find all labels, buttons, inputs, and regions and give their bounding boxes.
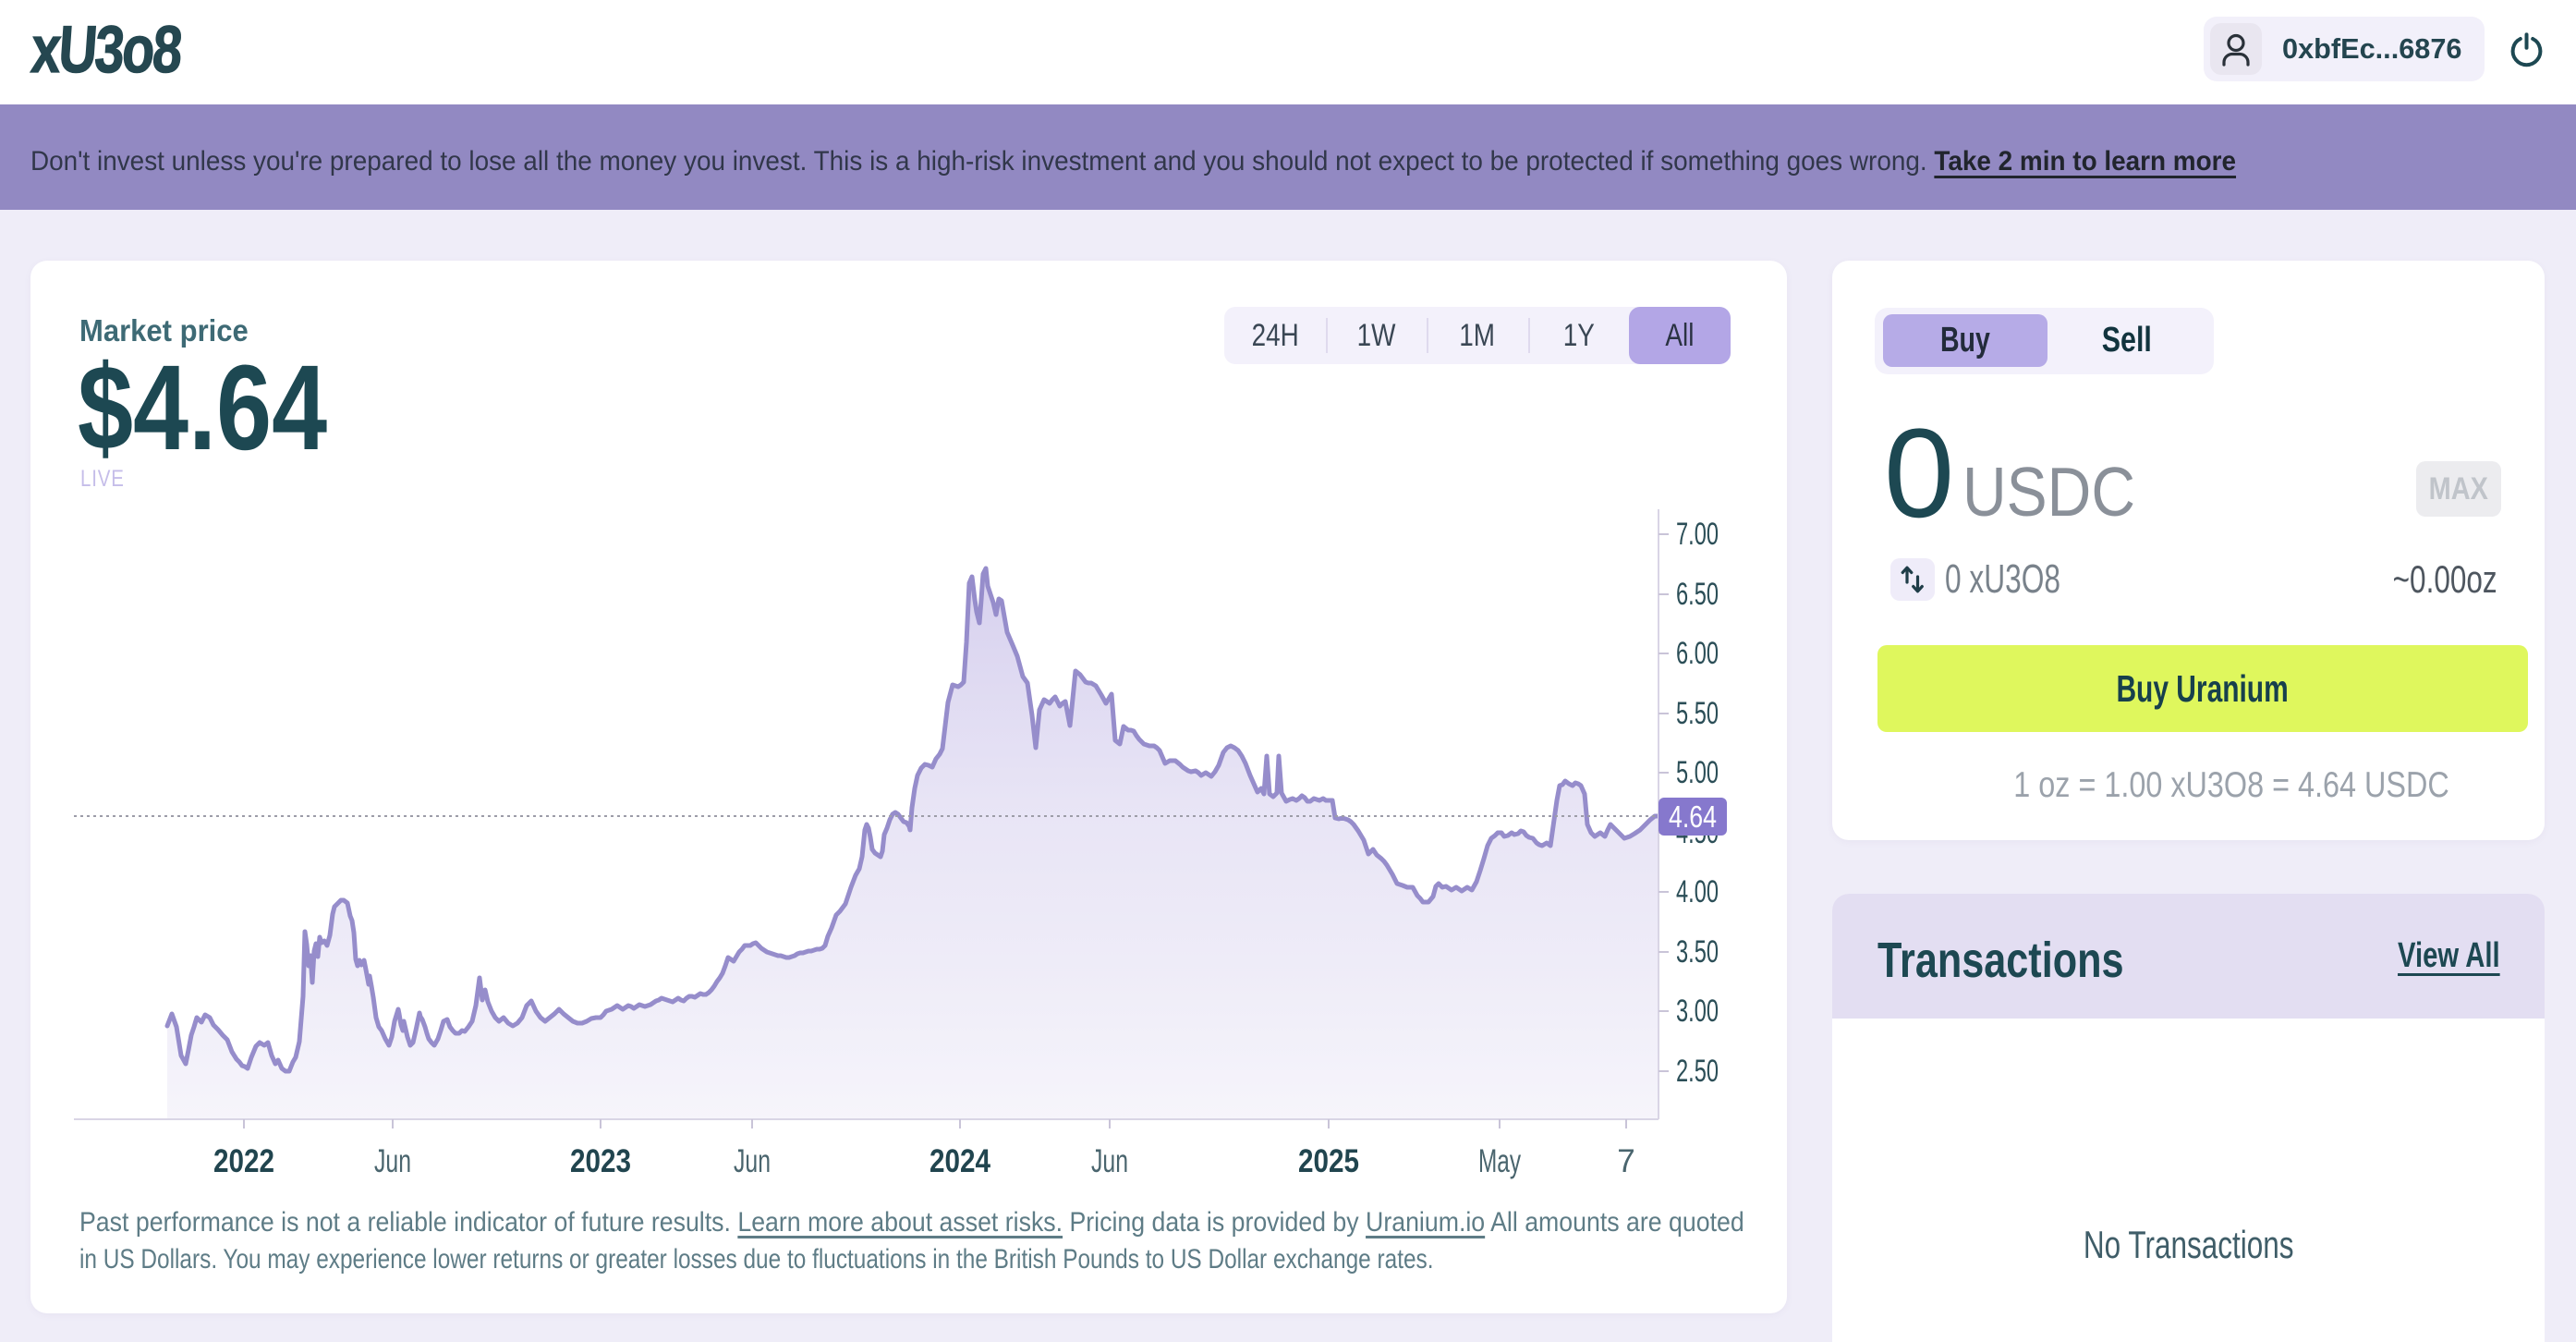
svg-text:2.50: 2.50 [1676, 1054, 1719, 1089]
svg-text:5.00: 5.00 [1676, 755, 1719, 790]
svg-text:4.00: 4.00 [1676, 874, 1719, 909]
svg-text:6.50: 6.50 [1676, 577, 1719, 612]
svg-text:2022: 2022 [213, 1143, 274, 1179]
svg-text:7: 7 [1617, 1143, 1634, 1179]
svg-text:3.00: 3.00 [1676, 994, 1719, 1029]
svg-text:4.64: 4.64 [1669, 799, 1717, 834]
svg-text:May: May [1478, 1143, 1521, 1179]
svg-text:2024: 2024 [930, 1143, 990, 1179]
svg-text:2023: 2023 [570, 1143, 631, 1179]
svg-text:Jun: Jun [374, 1143, 411, 1179]
svg-text:7.00: 7.00 [1676, 517, 1719, 552]
svg-text:6.00: 6.00 [1676, 636, 1719, 671]
svg-text:Jun: Jun [1091, 1143, 1128, 1179]
svg-text:5.50: 5.50 [1676, 696, 1719, 731]
svg-text:2025: 2025 [1298, 1143, 1359, 1179]
svg-text:3.50: 3.50 [1676, 934, 1719, 970]
svg-text:Jun: Jun [734, 1143, 771, 1179]
